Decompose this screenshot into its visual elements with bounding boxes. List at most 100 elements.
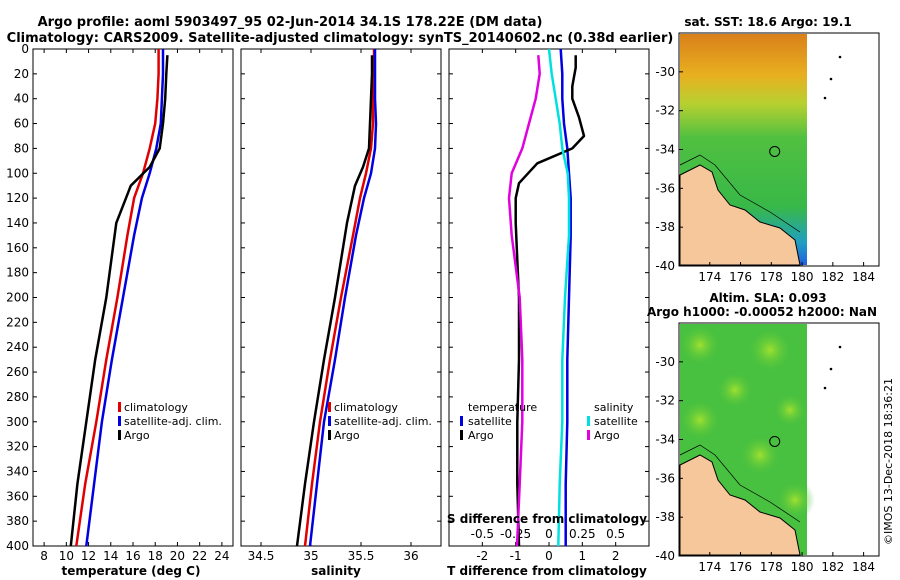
s-difference-xlabel: S difference from climatology xyxy=(447,512,647,526)
legend-t-satellite-swatch xyxy=(460,416,463,426)
s-difference-axis: -0.5 -0.25 0 0.25 0.5 xyxy=(471,527,626,541)
series-climatology xyxy=(75,49,160,547)
island-marker xyxy=(829,77,833,81)
map-x-tick-label: 180 xyxy=(791,270,814,284)
legend-temperature-title: temperature xyxy=(468,401,537,414)
sla-map-contour xyxy=(679,444,801,523)
map-y-tick-label: -34 xyxy=(655,433,675,447)
y-tick-label: 240 xyxy=(6,340,29,354)
y-tick-label: 100 xyxy=(6,166,29,180)
map-x-tick-label: 182 xyxy=(821,270,844,284)
sla-blob xyxy=(678,398,722,442)
island-marker xyxy=(823,386,827,390)
map-y-tick-label: -36 xyxy=(655,471,675,485)
x-tick-label: 1 xyxy=(579,549,587,563)
x2-tick-label: 0 xyxy=(545,527,553,541)
sla-map: Altim. SLA: 0.093 Argo h1000: -0.00052 h… xyxy=(647,291,880,574)
legend-salinity-title: salinity xyxy=(594,401,634,414)
argo-position-marker xyxy=(769,145,781,157)
copyright-footer: ©IMOS 13-Dec-2018 18:36:21 xyxy=(882,378,895,545)
map-y-tick-label: -32 xyxy=(655,394,675,408)
sla-blob xyxy=(775,480,815,520)
legend-t-satellite: satellite xyxy=(468,415,512,428)
sst-map: sat. SST: 18.6 Argo: 19.1 174 176 178 180 18… xyxy=(655,15,880,284)
x2-tick-label: 0.25 xyxy=(569,527,596,541)
difference-frame xyxy=(448,48,650,547)
legend-argo: Argo xyxy=(334,429,360,442)
temperature-xlabel: temperature (deg C) xyxy=(62,564,201,578)
x-tick-label: -1 xyxy=(510,549,522,563)
island-marker xyxy=(823,96,827,100)
legend-argo: Argo xyxy=(124,429,150,442)
sla-blob xyxy=(715,370,755,410)
salinity-axis: 34.5 35 35.5 36 xyxy=(241,48,441,563)
y-tick-label: 280 xyxy=(6,390,29,404)
y-tick-label: 260 xyxy=(6,365,29,379)
sla-map-land xyxy=(679,454,801,556)
difference-panel: -2 -1 0 1 2 -0.5 -0.25 0 0.25 0.5 temperature sa… xyxy=(447,48,650,578)
difference-legend: temperature satellite Argo salinity sate… xyxy=(460,401,638,442)
x-tick-label: 18 xyxy=(148,549,163,563)
legend-s-argo-swatch xyxy=(587,430,590,440)
series-climatology xyxy=(303,49,376,547)
temperature-lines xyxy=(69,49,169,547)
y-tick-label: 80 xyxy=(14,141,29,155)
depth-axis: 0 20 40 60 80 100 120 140 160 180 200 220 240 260 280 3… xyxy=(6,42,37,553)
temperature-legend: climatology satellite-adj. clim. Argo xyxy=(118,401,222,442)
island-marker xyxy=(838,345,842,349)
legend-argo-swatch xyxy=(328,430,331,440)
figure-title-line1: Argo profile: aoml 5903497_95 02-Jun-201… xyxy=(38,15,543,30)
legend-climatology-swatch xyxy=(328,402,331,412)
y-tick-label: 120 xyxy=(6,191,29,205)
map-x-tick-label: 180 xyxy=(791,560,814,574)
y-tick-label: 0 xyxy=(21,42,29,56)
series-s-argo xyxy=(507,55,541,547)
legend-s-argo: Argo xyxy=(594,429,620,442)
series-argo xyxy=(69,55,169,547)
x-tick-label: 12 xyxy=(81,549,96,563)
x-tick-label: 2 xyxy=(612,549,620,563)
y-tick-label: 360 xyxy=(6,489,29,503)
sla-blob xyxy=(678,323,722,367)
sla-blob xyxy=(772,392,808,428)
map-y-tick-label: -32 xyxy=(655,104,675,118)
temperature-frame xyxy=(32,48,234,547)
x-tick-label: 14 xyxy=(103,549,118,563)
legend-s-satellite: satellite xyxy=(594,415,638,428)
x2-tick-label: -0.5 xyxy=(471,527,494,541)
sla-map-subtitle: Argo h1000: -0.00052 h2000: NaN xyxy=(647,305,877,319)
argo-position-marker xyxy=(769,435,781,447)
y-tick-label: 380 xyxy=(6,514,29,528)
series-t-satellite xyxy=(559,48,572,546)
y-tick-label: 200 xyxy=(6,291,29,305)
salinity-legend: climatology satellite-adj. clim. Argo xyxy=(328,401,432,442)
y-tick-label: 400 xyxy=(6,539,29,553)
map-x-tick-label: 178 xyxy=(760,270,783,284)
legend-t-argo: Argo xyxy=(468,429,494,442)
y-tick-label: 320 xyxy=(6,440,29,454)
map-x-tick-label: 184 xyxy=(852,270,875,284)
y-tick-label: 340 xyxy=(6,464,29,478)
y-tick-label: 180 xyxy=(6,266,29,280)
temperature-panel: 0 20 40 60 80 100 120 140 160 180 200 220 240 260 280 3… xyxy=(6,42,234,578)
map-y-tick-label: -30 xyxy=(655,65,675,79)
y-tick-label: 220 xyxy=(6,315,29,329)
x-tick-label: 35 xyxy=(303,549,318,563)
series-t-argo xyxy=(514,55,586,547)
x-tick-label: -2 xyxy=(476,549,488,563)
y-tick-label: 40 xyxy=(14,92,29,106)
legend-satellite-swatch xyxy=(328,416,331,426)
series-s-satellite xyxy=(547,48,571,547)
series-satellite-adj-clim- xyxy=(308,49,378,547)
legend-argo-swatch xyxy=(118,430,121,440)
sla-map-title: Altim. SLA: 0.093 xyxy=(709,291,826,305)
map-y-tick-label: -36 xyxy=(655,181,675,195)
map-y-tick-label: -30 xyxy=(655,355,675,369)
y-tick-label: 160 xyxy=(6,241,29,255)
y-tick-label: 140 xyxy=(6,216,29,230)
map-y-tick-label: -40 xyxy=(655,259,675,273)
x-tick-label: 0 xyxy=(545,549,553,563)
sst-map-title: sat. SST: 18.6 Argo: 19.1 xyxy=(684,15,851,29)
y-tick-label: 20 xyxy=(14,67,29,81)
legend-climatology-swatch xyxy=(118,402,121,412)
